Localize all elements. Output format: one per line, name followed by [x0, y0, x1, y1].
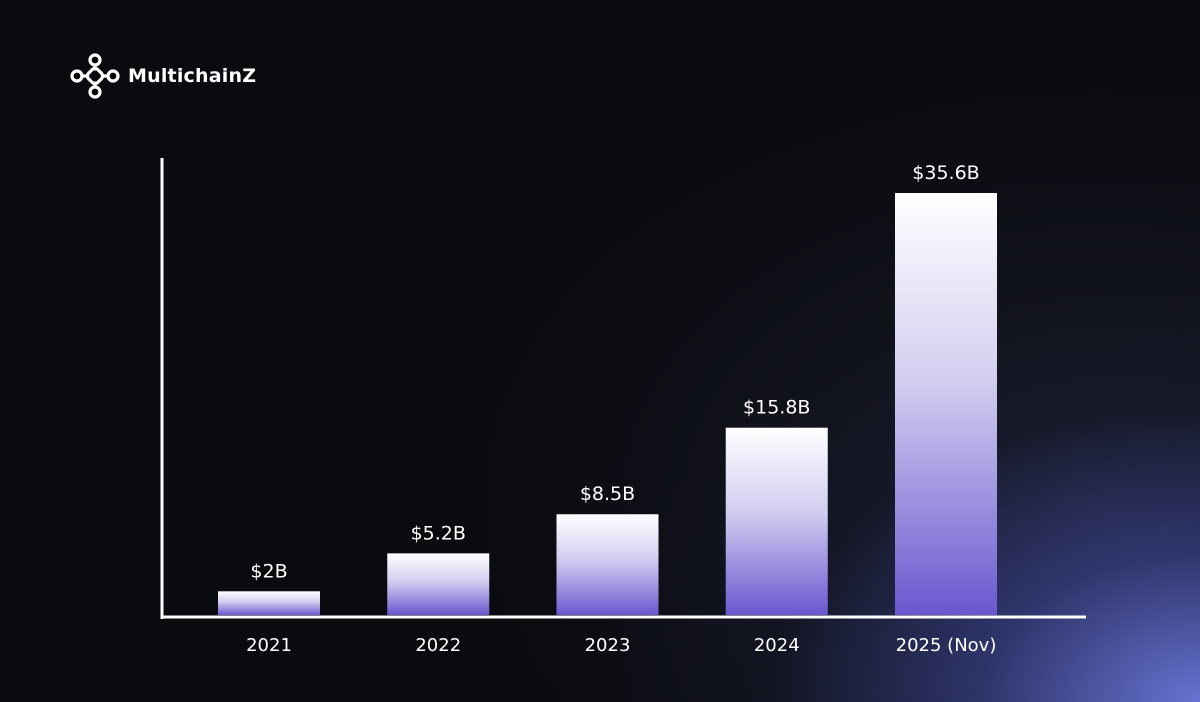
brand: MultichainZ	[70, 52, 256, 100]
value-label-1: $5.2B	[411, 522, 466, 544]
x-tick-label-1: 2022	[415, 635, 461, 656]
bar-3	[725, 427, 828, 615]
bar-4	[895, 193, 997, 615]
bar-1	[387, 553, 490, 615]
knot-logo-icon	[70, 53, 120, 99]
value-label-4: $35.6B	[912, 162, 979, 184]
value-label-3: $15.8B	[743, 397, 810, 419]
value-label-0: $2B	[250, 560, 287, 582]
x-tick-label-0: 2021	[246, 635, 292, 656]
bar-2	[556, 514, 659, 615]
brand-name: MultichainZ	[128, 65, 257, 87]
bar-0	[218, 591, 320, 615]
x-tick-label-4: 2025 (Nov)	[896, 635, 997, 656]
x-tick-label-3: 2024	[754, 635, 800, 656]
x-tick-label-2: 2023	[585, 635, 631, 656]
value-label-2: $8.5B	[580, 483, 635, 505]
